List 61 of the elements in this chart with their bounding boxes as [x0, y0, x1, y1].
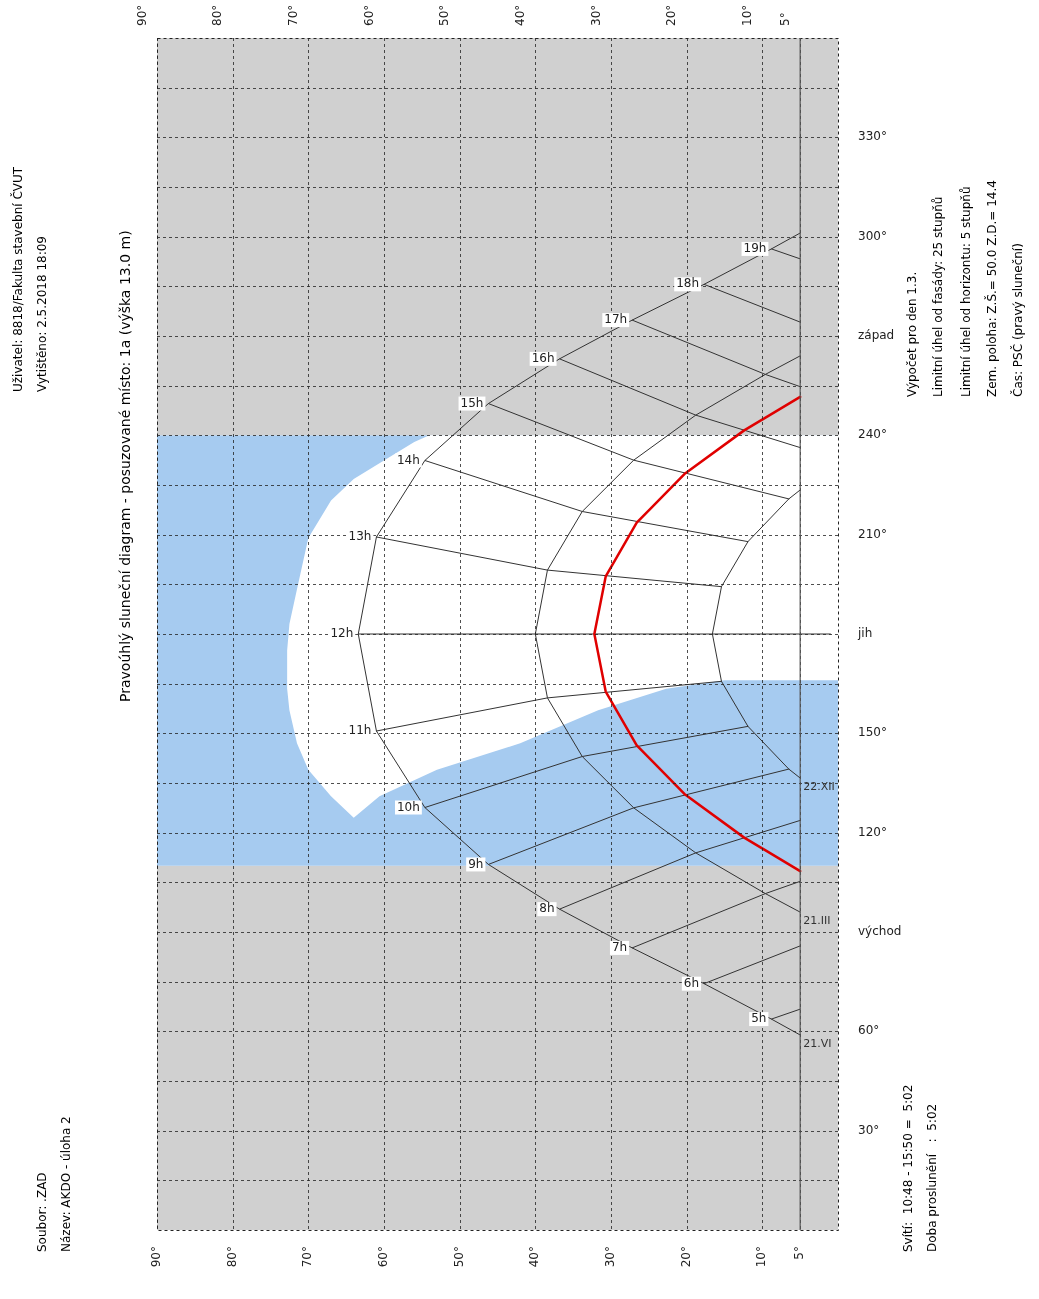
text: Limitní úhel od fasády: 25 stupňů [931, 196, 945, 397]
text: Limitní úhel od horizontu: 5 stupňů [959, 186, 973, 397]
y-tick-label: 210° [858, 526, 887, 541]
text: Výpočet pro den 1.3. [905, 271, 919, 397]
text: Čas: PSČ (pravý sluneční) [1011, 243, 1025, 397]
annotation: 7h [611, 940, 628, 955]
annotation: 18h [676, 276, 700, 291]
annotation: 15h [460, 395, 484, 410]
text: Soubor: .ZAD [35, 1172, 49, 1252]
series-label: 21.VI [803, 1036, 832, 1050]
x2-tick-label: 40° [513, 4, 528, 26]
x2-tick-label: 50° [437, 4, 452, 26]
annotation: 6h [683, 975, 700, 990]
x-tick-label: 30° [603, 1246, 618, 1268]
annotation: 13h [348, 529, 372, 544]
x2-tick-label: 90° [134, 4, 149, 26]
annotation: 14h [396, 452, 420, 467]
annotation: 9h [468, 856, 484, 871]
text: Doba proslunění : 5:02 [925, 1103, 939, 1252]
x-tick-label: 80° [224, 1246, 239, 1268]
text: Vytištěno: 2.5.2018 18:09 [35, 235, 49, 392]
annotation: 16h [531, 350, 555, 365]
annotation: 10h [396, 799, 420, 814]
text: Pravoúhlý sluneční diagram - posuzované místo: 1a (výška 13.0 m) [117, 230, 133, 702]
text: Svítí: 10:48 - 15:50 = 5:02 [901, 1084, 915, 1252]
x2-tick-label: 80° [210, 4, 225, 26]
x-tick-label: 60° [376, 1246, 391, 1268]
x2-tick-label: 30° [588, 4, 603, 26]
x-tick-label: 40° [527, 1246, 542, 1268]
y-tick-label: 330° [858, 129, 887, 144]
text: Zem. poloha: Z.Š.= 50.0 Z.D.= 14.4 [985, 180, 999, 397]
annotation: 8h [539, 901, 555, 916]
x-tick-label: 10° [754, 1246, 769, 1268]
y-tick-label: 150° [858, 725, 887, 740]
y-tick-label: západ [858, 328, 895, 343]
y-tick-label: 240° [858, 427, 887, 442]
text: Uživatel: 8818/Fakulta stavební ČVUT [11, 166, 25, 392]
y-tick-label: 30° [858, 1122, 880, 1137]
x2-tick-label: 20° [664, 4, 679, 26]
series-label: 22.XII [803, 779, 835, 793]
annotation: 17h [604, 312, 628, 327]
annotation: 11h [348, 723, 372, 738]
annotation: 5h [751, 1011, 767, 1026]
y-tick-label: jih [857, 626, 873, 641]
x-tick-label: 5° [792, 1246, 807, 1260]
x2-tick-label: 5° [777, 12, 792, 26]
y-tick-label: 120° [858, 824, 887, 839]
x-tick-label: 20° [678, 1246, 693, 1268]
x-tick-label: 70° [300, 1246, 315, 1268]
x2-tick-label: 10° [740, 4, 755, 26]
y-tick-label: 300° [858, 228, 887, 243]
y-tick-label: 60° [858, 1023, 880, 1038]
x-tick-label: 90° [149, 1246, 164, 1268]
annotation: 12h [330, 626, 354, 641]
x2-tick-label: 60° [361, 4, 376, 26]
y-tick-label: východ [858, 924, 902, 939]
series-label: 21.III [803, 913, 831, 927]
x-tick-label: 50° [451, 1246, 466, 1268]
annotation: 19h [743, 241, 767, 256]
text: Název: AKDO - úloha 2 [59, 1116, 73, 1252]
x2-tick-label: 70° [286, 4, 301, 26]
